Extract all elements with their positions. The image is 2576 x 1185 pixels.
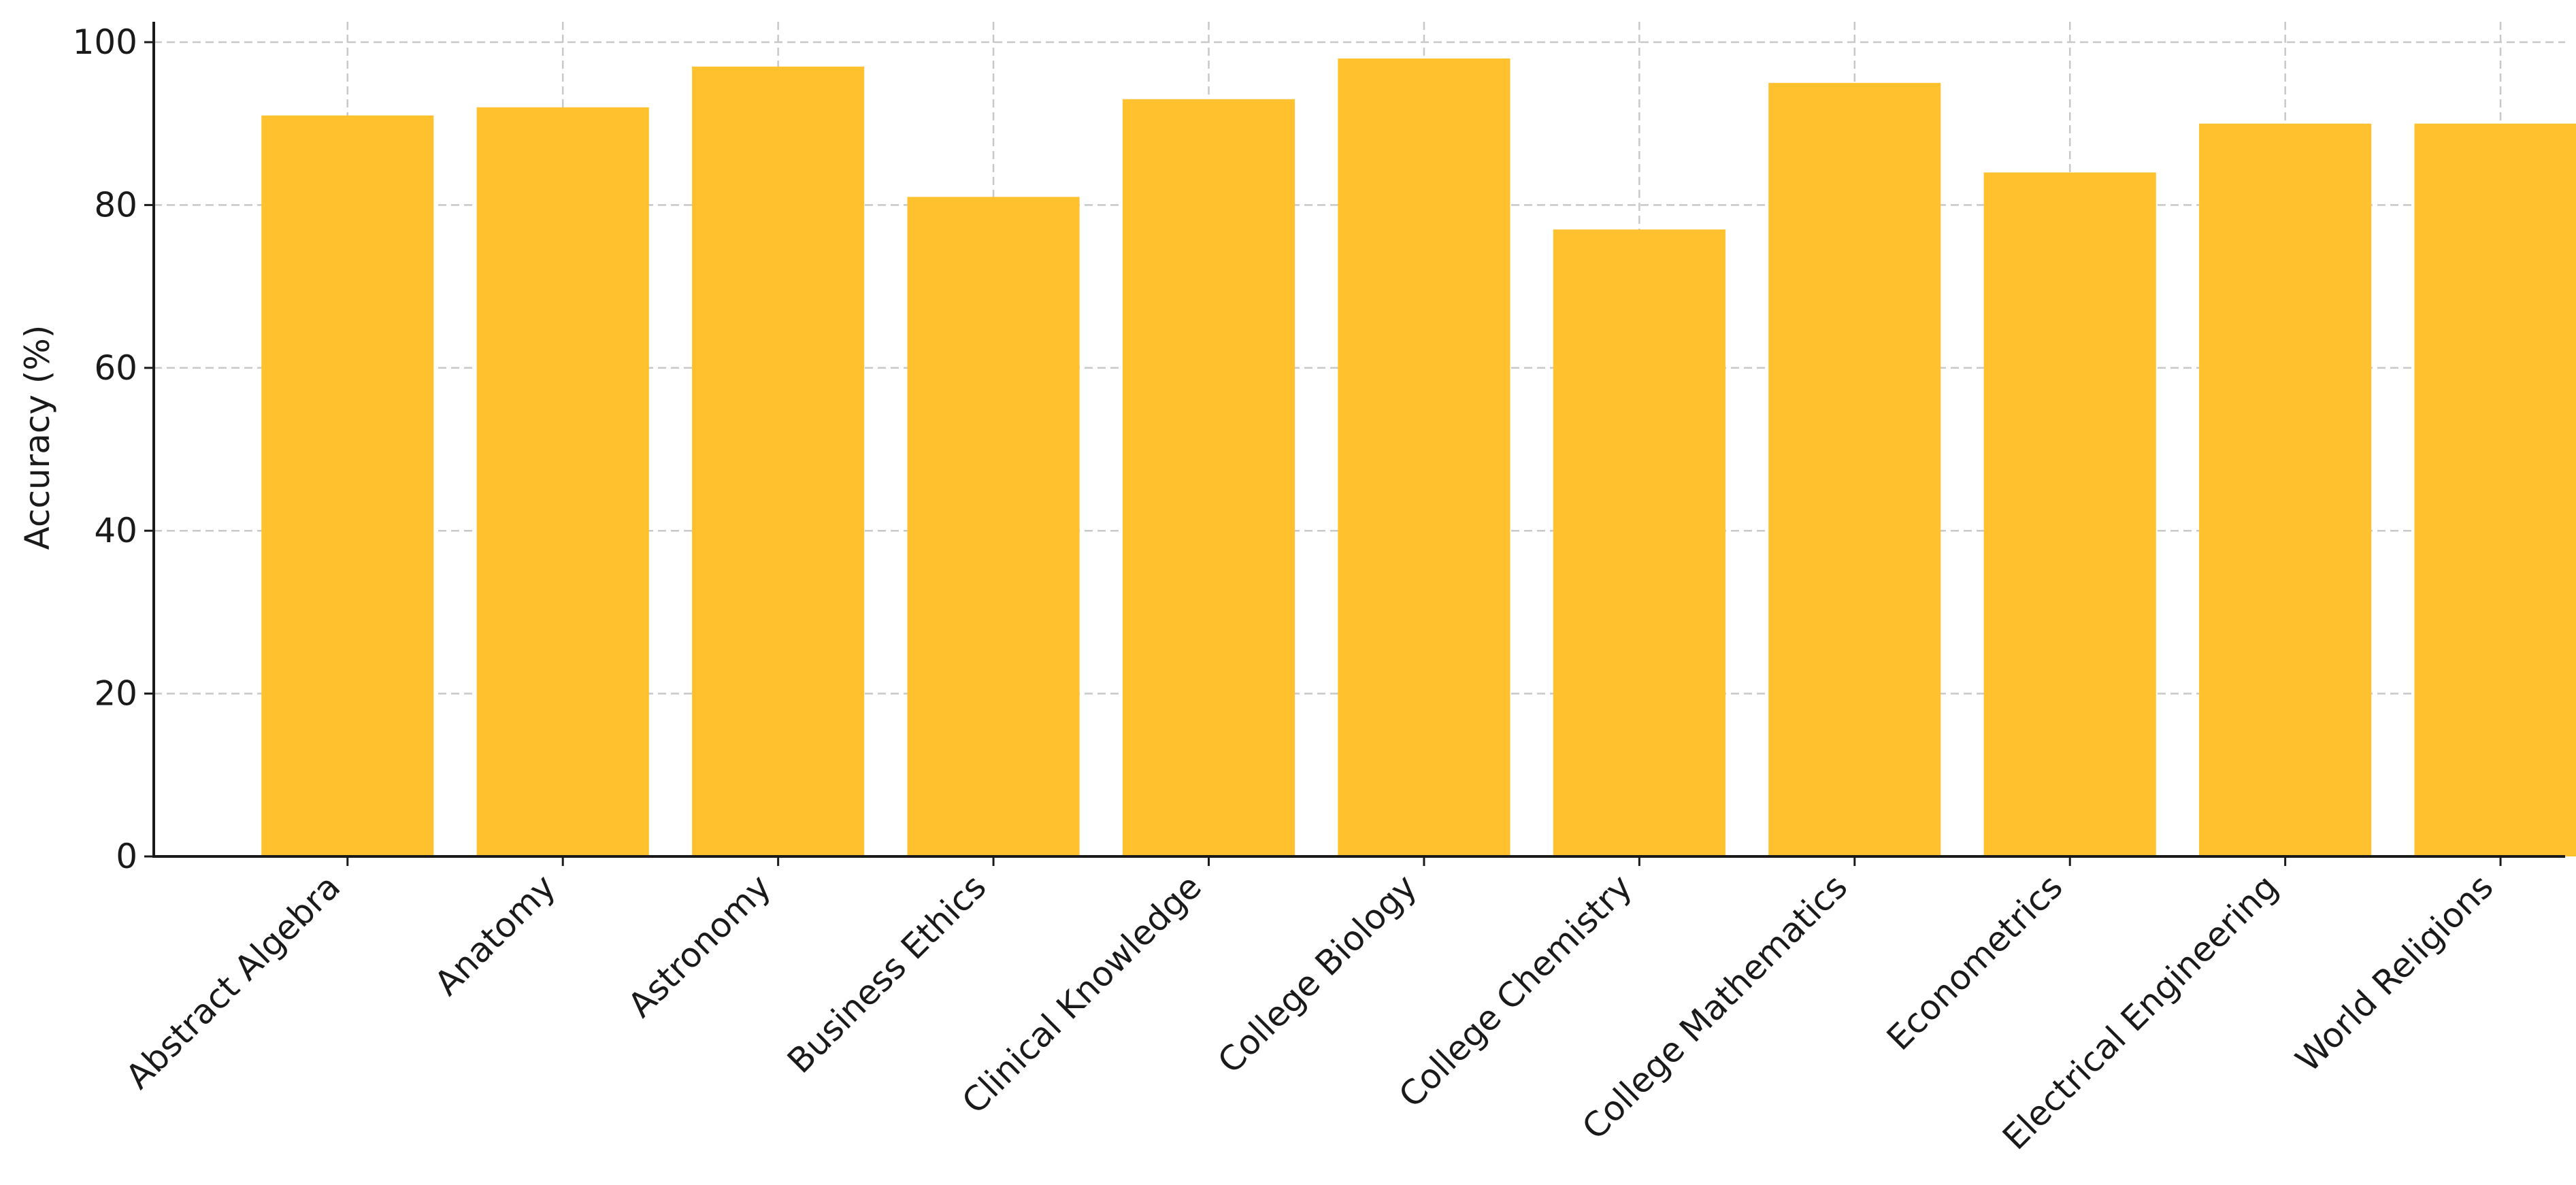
bar: [2414, 123, 2576, 857]
bar: [692, 66, 865, 856]
x-tick-label: Business Ethics: [780, 867, 993, 1080]
bar: [1553, 229, 1725, 856]
bar: [261, 115, 434, 857]
bars-layer: [261, 58, 2576, 857]
bar: [2199, 123, 2372, 857]
x-tick-label: College Biology: [1210, 867, 1425, 1081]
y-axis-title: Accuracy (%): [18, 325, 57, 550]
x-tick-label: World Religions: [2288, 867, 2501, 1080]
y-tick-label: 0: [116, 837, 137, 876]
bar: [907, 197, 1080, 856]
y-tick-label: 20: [94, 674, 137, 714]
y-tick-label: 40: [94, 511, 137, 550]
x-tick-label: Astronomy: [621, 867, 778, 1024]
x-tick-label: Econometrics: [1879, 867, 2070, 1058]
y-tick-label: 80: [94, 185, 137, 224]
bar: [1338, 58, 1510, 857]
x-tick-label: Clinical Knowledge: [955, 867, 1209, 1121]
axes-layer: [144, 22, 2565, 866]
y-tick-label: 100: [73, 22, 137, 62]
y-tick-label: 60: [94, 348, 137, 388]
bar: [1122, 99, 1295, 856]
x-tick-label: College Chemistry: [1391, 867, 1640, 1115]
bar: [1983, 172, 2156, 856]
x-tick-label: Anatomy: [427, 867, 563, 1003]
bar: [1768, 82, 1941, 857]
x-tick-label: Abstract Algebra: [118, 867, 348, 1097]
bar: [476, 107, 649, 856]
